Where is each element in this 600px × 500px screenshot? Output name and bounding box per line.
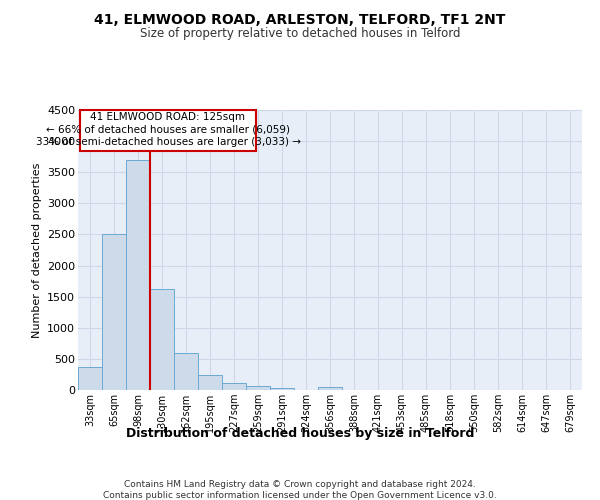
Text: Contains HM Land Registry data © Crown copyright and database right 2024.: Contains HM Land Registry data © Crown c…	[124, 480, 476, 489]
Bar	[270, 388, 294, 390]
Bar	[222, 383, 246, 390]
Text: Distribution of detached houses by size in Telford: Distribution of detached houses by size …	[126, 428, 474, 440]
Text: 41 ELMWOOD ROAD: 125sqm: 41 ELMWOOD ROAD: 125sqm	[91, 112, 245, 122]
Y-axis label: Number of detached properties: Number of detached properties	[32, 162, 41, 338]
Bar	[198, 376, 222, 390]
Bar	[318, 387, 342, 390]
Bar	[246, 386, 270, 390]
Text: Size of property relative to detached houses in Telford: Size of property relative to detached ho…	[140, 28, 460, 40]
Text: ← 66% of detached houses are smaller (6,059): ← 66% of detached houses are smaller (6,…	[46, 124, 290, 134]
Bar	[102, 234, 126, 390]
Bar	[150, 288, 174, 390]
FancyBboxPatch shape	[80, 110, 256, 151]
Text: 41, ELMWOOD ROAD, ARLESTON, TELFORD, TF1 2NT: 41, ELMWOOD ROAD, ARLESTON, TELFORD, TF1…	[94, 12, 506, 26]
Text: Contains public sector information licensed under the Open Government Licence v3: Contains public sector information licen…	[103, 491, 497, 500]
Bar	[126, 160, 150, 390]
Bar	[78, 366, 102, 390]
Bar	[174, 353, 198, 390]
Text: 33% of semi-detached houses are larger (3,033) →: 33% of semi-detached houses are larger (…	[35, 137, 301, 147]
